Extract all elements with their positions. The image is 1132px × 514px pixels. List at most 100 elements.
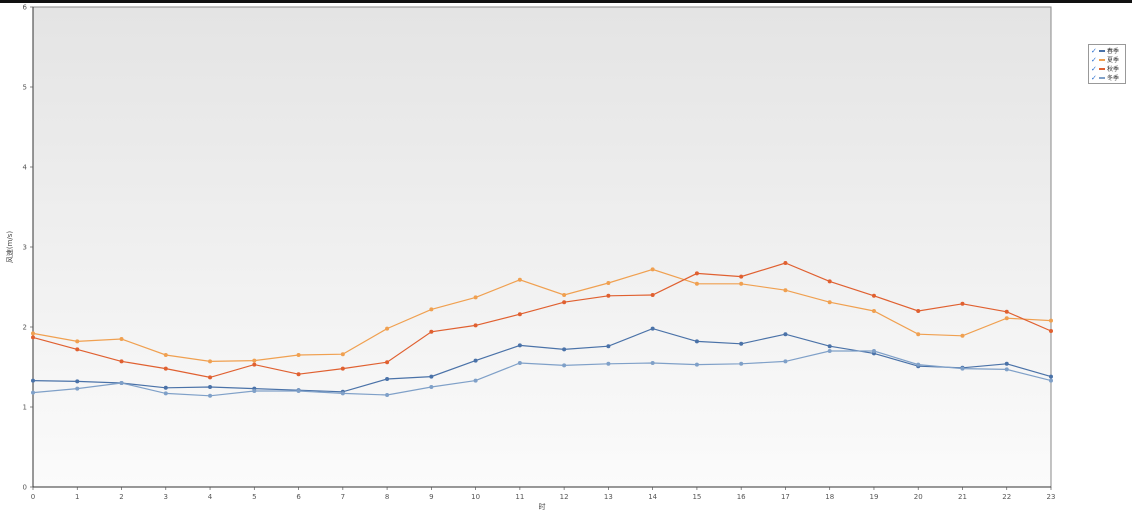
x-tick-label: 3 — [164, 493, 168, 501]
data-point — [163, 353, 168, 357]
x-tick-label: 13 — [604, 493, 613, 501]
data-point — [385, 360, 390, 365]
data-point — [694, 362, 699, 367]
data-point — [252, 362, 257, 367]
data-point — [473, 378, 478, 383]
data-point — [562, 300, 567, 305]
data-point — [517, 343, 522, 348]
data-point — [783, 332, 788, 337]
data-point — [916, 362, 921, 367]
data-point — [739, 274, 744, 279]
data-point — [296, 353, 301, 357]
data-point — [871, 349, 876, 353]
data-point — [208, 375, 213, 380]
legend-item-autumn[interactable]: ✓ 秋季 — [1091, 64, 1123, 74]
data-point — [340, 391, 345, 396]
top-border — [0, 0, 1132, 3]
chart-legend: ✓ 春季 ✓ 夏季 ✓ 秋季 ✓ 冬季 — [1088, 44, 1126, 84]
data-point — [75, 379, 80, 384]
y-tick-label: 6 — [23, 4, 28, 12]
data-point — [1049, 374, 1053, 379]
data-point — [296, 389, 301, 393]
data-point — [429, 329, 434, 334]
checkbox-icon[interactable]: ✓ — [1091, 73, 1097, 82]
data-point — [606, 293, 611, 298]
data-point — [960, 333, 965, 338]
series-2 — [31, 261, 1053, 380]
x-tick-label: 18 — [825, 493, 834, 501]
data-point — [562, 293, 567, 297]
data-point — [1004, 309, 1009, 314]
data-point — [827, 344, 832, 349]
data-point — [119, 381, 124, 385]
legend-item-summer[interactable]: ✓ 夏季 — [1091, 55, 1123, 65]
data-point — [163, 366, 168, 371]
data-point — [517, 312, 522, 317]
data-point — [208, 393, 213, 398]
series-3 — [31, 349, 1053, 398]
data-point — [739, 361, 744, 366]
legend-label: 秋季 — [1107, 66, 1120, 73]
data-point — [562, 363, 567, 368]
data-point — [385, 393, 390, 397]
data-point — [31, 390, 35, 395]
legend-swatch — [1099, 76, 1105, 79]
data-point — [1049, 318, 1053, 323]
data-point — [517, 361, 522, 365]
legend-swatch — [1099, 49, 1105, 52]
y-tick-label: 2 — [23, 324, 27, 332]
data-point — [429, 385, 434, 389]
x-tick-label: 0 — [31, 493, 35, 501]
x-tick-label: 9 — [429, 493, 433, 501]
data-point — [783, 288, 788, 293]
x-tick-label: 22 — [1002, 493, 1011, 501]
data-point — [783, 359, 788, 364]
x-tick-label: 2 — [119, 493, 123, 501]
checkbox-icon[interactable]: ✓ — [1091, 64, 1097, 73]
x-tick-label: 6 — [296, 493, 301, 501]
plot-area — [32, 6, 1052, 488]
data-point — [650, 267, 655, 272]
x-tick-label: 4 — [208, 493, 213, 501]
data-point — [650, 293, 655, 297]
data-point — [1049, 329, 1053, 333]
data-point — [1049, 378, 1053, 383]
data-point — [606, 281, 611, 285]
series-line — [32, 262, 1052, 379]
data-point — [163, 391, 168, 396]
data-point — [119, 337, 124, 341]
legend-item-spring[interactable]: ✓ 春季 — [1091, 46, 1123, 56]
data-point — [739, 281, 744, 286]
y-tick-label: 4 — [23, 164, 28, 172]
series-line — [32, 350, 1052, 397]
data-point — [517, 277, 522, 282]
data-point — [827, 300, 832, 305]
data-point — [871, 293, 876, 298]
legend-swatch — [1099, 58, 1105, 61]
x-tick-label: 7 — [341, 493, 345, 501]
x-tick-label: 16 — [737, 493, 746, 501]
data-point — [739, 341, 744, 346]
data-point — [31, 335, 35, 340]
data-point — [606, 361, 611, 366]
x-tick-label: 8 — [385, 493, 389, 501]
legend-label: 春季 — [1107, 48, 1120, 55]
series-1 — [31, 267, 1053, 364]
data-point — [31, 378, 35, 383]
data-point — [1004, 316, 1009, 321]
y-axis-label: 风速(m/s) — [6, 231, 14, 264]
data-point — [208, 385, 213, 389]
data-point — [694, 271, 699, 276]
checkbox-icon[interactable]: ✓ — [1091, 46, 1097, 55]
data-point — [296, 372, 301, 377]
data-point — [562, 347, 567, 352]
data-point — [650, 361, 655, 365]
data-point — [650, 326, 655, 331]
x-axis-label: 时 — [539, 502, 546, 511]
data-point — [473, 358, 478, 363]
data-point — [827, 349, 832, 353]
series-line — [32, 268, 1052, 363]
data-point — [827, 279, 832, 284]
checkbox-icon[interactable]: ✓ — [1091, 55, 1097, 64]
legend-item-winter[interactable]: ✓ 冬季 — [1091, 73, 1123, 83]
